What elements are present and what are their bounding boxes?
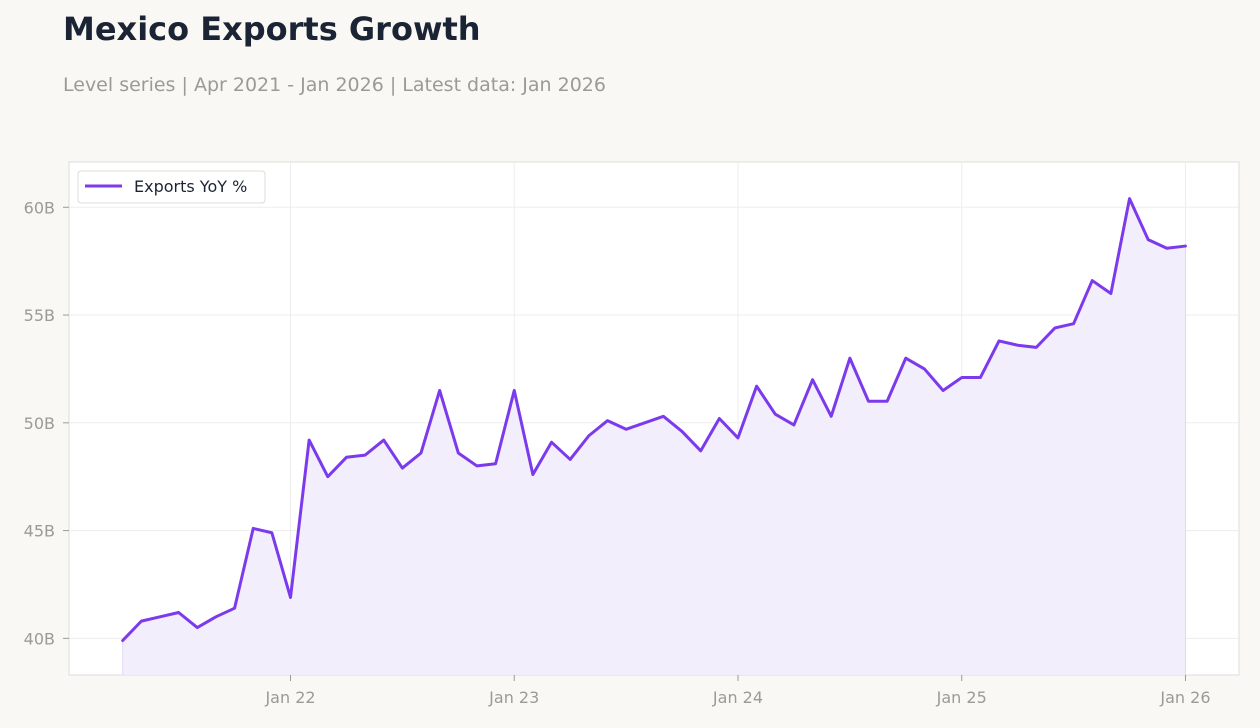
data-point: [1016, 344, 1019, 347]
data-point: [792, 423, 795, 426]
data-point: [923, 367, 926, 370]
data-point: [587, 434, 590, 437]
x-tick-label: Jan 23: [488, 688, 539, 707]
data-point: [942, 389, 945, 392]
data-point: [736, 436, 739, 439]
data-point: [848, 357, 851, 360]
data-point: [1184, 245, 1187, 248]
data-point: [662, 415, 665, 418]
x-tick-label: Jan 24: [712, 688, 763, 707]
data-point: [830, 415, 833, 418]
data-point: [289, 596, 292, 599]
data-point: [513, 389, 516, 392]
data-point: [979, 376, 982, 379]
data-point: [364, 454, 367, 457]
chart-title: Mexico Exports Growth: [63, 10, 481, 48]
data-point: [1165, 247, 1168, 250]
data-point: [1053, 326, 1056, 329]
data-point: [960, 376, 963, 379]
data-point: [420, 451, 423, 454]
data-point: [681, 430, 684, 433]
legend-box: [77, 170, 266, 204]
data-point: [1109, 292, 1112, 295]
data-point: [1072, 322, 1075, 325]
data-point: [270, 531, 273, 534]
data-point: [1035, 346, 1038, 349]
data-point: [345, 456, 348, 459]
legend-label: Exports YoY %: [134, 177, 247, 196]
data-point: [1091, 279, 1094, 282]
data-point: [606, 419, 609, 422]
data-point: [214, 615, 217, 618]
data-point: [475, 464, 478, 467]
y-tick-label: 60B: [24, 198, 55, 217]
data-point: [177, 611, 180, 614]
data-point: [140, 620, 143, 623]
data-point: [438, 389, 441, 392]
data-point: [867, 400, 870, 403]
data-point: [774, 413, 777, 416]
data-point: [121, 639, 124, 642]
y-tick-label: 45B: [24, 522, 55, 541]
series-area-fill: [122, 198, 1186, 675]
data-point: [904, 357, 907, 360]
y-tick-label: 55B: [24, 306, 55, 325]
data-point: [494, 462, 497, 465]
data-point: [998, 339, 1001, 342]
data-point: [382, 439, 385, 442]
data-point: [196, 626, 199, 629]
data-point: [401, 467, 404, 470]
x-tick-label: Jan 26: [1159, 688, 1210, 707]
series-line-exports-yoy: [121, 197, 1187, 643]
x-tick-label: Jan 25: [936, 688, 987, 707]
chart-subtitle: Level series | Apr 2021 - Jan 2026 | Lat…: [63, 74, 606, 96]
data-point: [550, 441, 553, 444]
data-point: [1128, 197, 1131, 200]
y-tick-label: 40B: [24, 629, 55, 648]
data-point: [811, 378, 814, 381]
y-tick-label: 50B: [24, 414, 55, 433]
data-point: [569, 458, 572, 461]
data-point: [718, 417, 721, 420]
data-point: [886, 400, 889, 403]
data-point: [643, 421, 646, 424]
data-point: [531, 473, 534, 476]
data-point: [699, 449, 702, 452]
data-point: [457, 451, 460, 454]
data-point: [233, 607, 236, 610]
x-tick-label: Jan 22: [264, 688, 315, 707]
data-point: [1147, 238, 1150, 241]
data-point: [308, 439, 311, 442]
data-point: [326, 475, 329, 478]
data-point: [625, 428, 628, 431]
data-point: [158, 615, 161, 618]
data-point: [755, 385, 758, 388]
data-point: [252, 527, 255, 530]
